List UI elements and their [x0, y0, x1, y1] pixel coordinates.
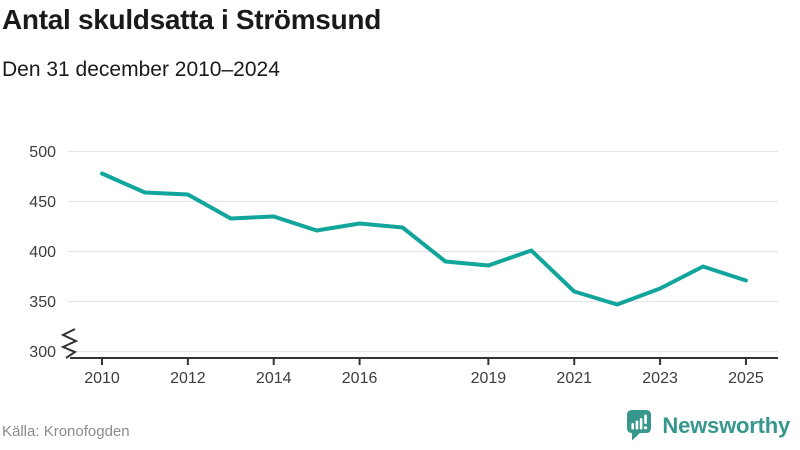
- axis-break-icon: [60, 328, 79, 359]
- chart-subtitle: Den 31 december 2010–2024: [2, 58, 280, 81]
- x-tick-label: 2012: [170, 370, 206, 387]
- logo-bar-3: [640, 418, 643, 430]
- x-tick-label: 2016: [342, 370, 378, 387]
- logo-exclamation-bar: [644, 414, 648, 424]
- logo-exclamation-dot: [644, 426, 648, 430]
- logo-bar-1: [631, 423, 635, 430]
- y-tick-label: 350: [29, 294, 56, 311]
- speech-bubble-shape: [627, 410, 652, 441]
- y-tick-label: 400: [29, 244, 56, 261]
- x-tick-label: 2014: [256, 370, 292, 387]
- y-tick-label: 500: [29, 144, 56, 161]
- y-tick-label: 450: [29, 194, 56, 211]
- x-tick-label: 2021: [556, 370, 592, 387]
- newsworthy-logo: Newsworthy: [626, 409, 790, 442]
- brand-wordmark: Newsworthy: [662, 412, 790, 438]
- chart-title: Antal skuldsatta i Strömsund: [2, 4, 381, 35]
- line-chart-plot: 300 350 400 450 500 2010 2012 2014 2016 2019 2021 2…: [29, 144, 778, 387]
- logo-bar-2: [636, 420, 639, 430]
- x-tick-label: 2010: [84, 370, 120, 387]
- x-tick-label: 2019: [471, 370, 507, 387]
- y-tick-label: 300: [29, 344, 56, 361]
- newsworthy-icon: [627, 410, 652, 441]
- x-tick-label: 2025: [728, 370, 764, 387]
- source-note: Källa: Kronofogden: [2, 423, 130, 440]
- x-tick-label: 2023: [642, 370, 678, 387]
- data-line: [100, 171, 748, 307]
